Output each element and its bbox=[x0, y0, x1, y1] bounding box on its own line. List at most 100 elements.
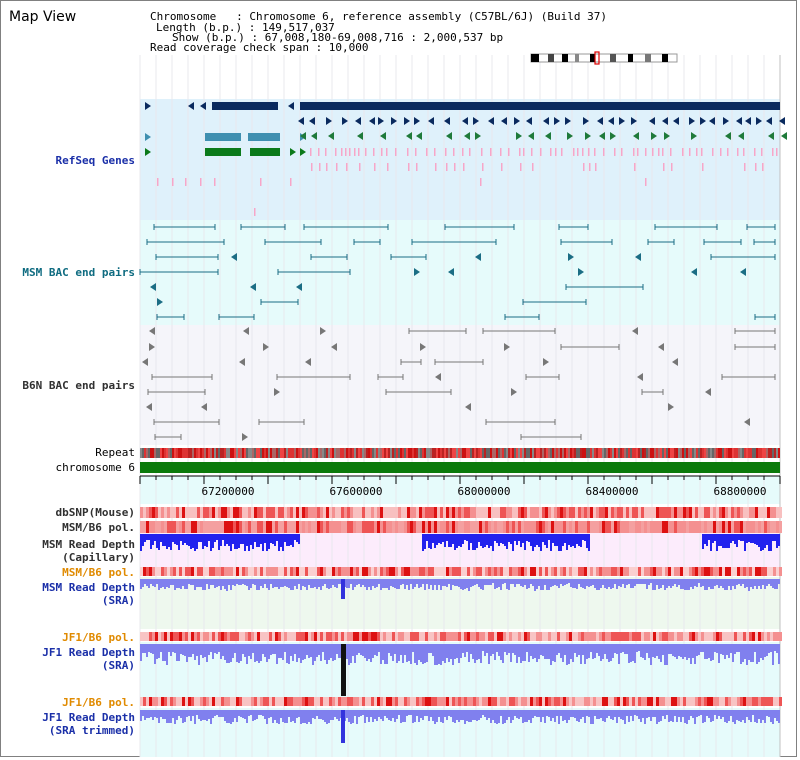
read-depth-bar bbox=[762, 534, 764, 550]
track-label-msm-pol[interactable]: MSM/B6 pol. bbox=[62, 521, 135, 534]
polymorphism-cell bbox=[452, 632, 455, 641]
gene-arrow bbox=[404, 117, 410, 125]
read-depth-bar bbox=[140, 644, 142, 661]
track-label-jf1-pol-2[interactable]: JF1/B6 pol. bbox=[62, 696, 135, 709]
read-depth-bar bbox=[244, 644, 246, 657]
read-depth-bar bbox=[772, 644, 774, 665]
polymorphism-cell bbox=[671, 521, 674, 533]
read-depth-bar bbox=[654, 710, 656, 717]
track-label-msm-bac[interactable]: MSM BAC end pairs bbox=[22, 266, 135, 279]
gene-pink-tick bbox=[415, 148, 417, 156]
polymorphism-cell bbox=[404, 632, 407, 641]
polymorphism-cell bbox=[440, 507, 443, 518]
polymorphism-cell bbox=[731, 697, 734, 706]
read-depth-bar bbox=[330, 644, 332, 658]
polymorphism-cell bbox=[479, 507, 482, 518]
repeat-segment bbox=[228, 448, 230, 458]
polymorphism-cell bbox=[287, 521, 290, 533]
track-label-b6n-bac[interactable]: B6N BAC end pairs bbox=[22, 379, 135, 392]
polymorphism-cell bbox=[650, 521, 653, 533]
polymorphism-cell bbox=[596, 521, 599, 533]
read-depth-bar bbox=[642, 644, 644, 658]
read-depth-bar bbox=[616, 710, 618, 723]
read-depth-bar bbox=[266, 534, 268, 551]
gene-pink-tick bbox=[531, 148, 533, 156]
polymorphism-cell bbox=[632, 567, 635, 576]
read-depth-bar bbox=[232, 644, 234, 658]
polymorphism-cell bbox=[392, 697, 395, 706]
polymorphism-cell bbox=[620, 521, 623, 533]
read-depth-bar bbox=[204, 710, 206, 720]
read-depth-bar bbox=[302, 644, 304, 660]
polymorphism-cell bbox=[401, 632, 404, 641]
b6n-bac-end bbox=[504, 343, 510, 351]
polymorphism-cell bbox=[224, 507, 227, 518]
polymorphism-cell bbox=[749, 521, 752, 533]
polymorphism-cell bbox=[758, 521, 761, 533]
polymorphism-cell bbox=[425, 507, 428, 518]
polymorphism-cell bbox=[458, 521, 461, 533]
polymorphism-cell bbox=[698, 507, 701, 518]
gene-pink-tick bbox=[737, 148, 739, 156]
read-depth-spike bbox=[341, 710, 345, 743]
polymorphism-cell bbox=[776, 507, 779, 518]
polymorphism-cell bbox=[605, 697, 608, 706]
read-depth-bar bbox=[196, 579, 198, 587]
polymorphism-cell bbox=[656, 632, 659, 641]
polymorphism-cell bbox=[530, 632, 533, 641]
track-label-jf1-pol[interactable]: JF1/B6 pol. bbox=[62, 631, 135, 644]
gene-pink-tick bbox=[336, 163, 338, 171]
polymorphism-cell bbox=[209, 632, 212, 641]
read-depth-bar bbox=[610, 644, 612, 661]
track-label-dbsnp[interactable]: dbSNP(Mouse) bbox=[55, 506, 135, 519]
read-depth-bar bbox=[500, 644, 502, 660]
gene-arrow bbox=[473, 117, 479, 125]
track-label-repeat[interactable]: Repeat bbox=[95, 446, 135, 459]
polymorphism-cell bbox=[566, 632, 569, 641]
polymorphism-cell bbox=[296, 567, 299, 576]
polymorphism-cell bbox=[200, 567, 203, 576]
polymorphism-cell bbox=[446, 632, 449, 641]
read-depth-bar bbox=[464, 579, 466, 589]
read-depth-bar bbox=[710, 534, 712, 551]
polymorphism-cell bbox=[386, 567, 389, 576]
gene-arrow bbox=[543, 117, 549, 125]
repeat-segment bbox=[512, 448, 514, 458]
track-label-refseq[interactable]: RefSeq Genes bbox=[55, 154, 135, 167]
gene-arrow bbox=[145, 148, 151, 156]
read-depth-bar bbox=[778, 644, 780, 664]
read-depth-bar bbox=[548, 534, 550, 540]
track-label-msm-depth-capillary[interactable]: MSM Read Depth (Capillary) bbox=[42, 538, 135, 564]
read-depth-bar bbox=[472, 534, 474, 550]
read-depth-bar bbox=[498, 534, 500, 546]
read-depth-bar bbox=[554, 579, 556, 585]
read-depth-bar bbox=[468, 710, 470, 722]
repeat-segment bbox=[416, 448, 418, 458]
polymorphism-cell bbox=[734, 507, 737, 518]
polymorphism-cell bbox=[443, 697, 446, 706]
polymorphism-cell bbox=[368, 632, 371, 641]
polymorphism-cell bbox=[302, 507, 305, 518]
polymorphism-cell bbox=[320, 521, 323, 533]
track-label-jf1-depth-trimmed[interactable]: JF1 Read Depth (SRA trimmed) bbox=[42, 711, 135, 737]
gene-pink-tick bbox=[540, 148, 542, 156]
repeat-segment bbox=[598, 448, 600, 458]
read-depth-bar bbox=[408, 710, 410, 715]
track-label-msm-pol-2[interactable]: MSM/B6 pol. bbox=[62, 566, 135, 579]
track-label-jf1-depth-sra[interactable]: JF1 Read Depth (SRA) bbox=[42, 646, 135, 672]
read-depth-bar bbox=[462, 534, 464, 544]
polymorphism-cell bbox=[539, 507, 542, 518]
read-depth-bar bbox=[470, 644, 472, 654]
read-depth-bar bbox=[162, 579, 164, 587]
read-depth-bar bbox=[722, 644, 724, 655]
polymorphism-cell bbox=[164, 521, 167, 533]
polymorphism-cell bbox=[191, 507, 194, 518]
track-label-msm-depth-sra[interactable]: MSM Read Depth (SRA) bbox=[42, 581, 135, 607]
polymorphism-cell bbox=[767, 567, 770, 576]
repeat-segment bbox=[188, 448, 190, 458]
read-depth-bar bbox=[266, 710, 268, 724]
read-depth-bar bbox=[444, 644, 446, 663]
track-label-chromosome[interactable]: chromosome 6 bbox=[55, 461, 135, 474]
chromosome-info: Chromosome : Chromosome 6, reference ass… bbox=[150, 10, 607, 23]
